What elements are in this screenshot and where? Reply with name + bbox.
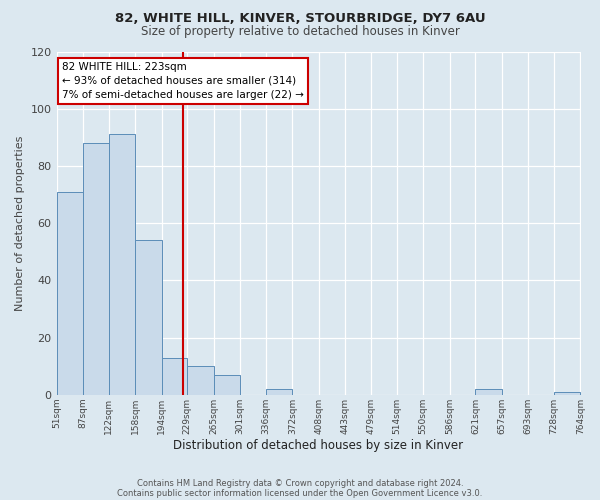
Bar — [214, 375, 240, 395]
Bar — [109, 134, 135, 395]
Text: 82 WHITE HILL: 223sqm
← 93% of detached houses are smaller (314)
7% of semi-deta: 82 WHITE HILL: 223sqm ← 93% of detached … — [62, 62, 304, 100]
Text: 82, WHITE HILL, KINVER, STOURBRIDGE, DY7 6AU: 82, WHITE HILL, KINVER, STOURBRIDGE, DY7… — [115, 12, 485, 26]
Bar — [475, 389, 502, 395]
Bar — [187, 366, 214, 395]
X-axis label: Distribution of detached houses by size in Kinver: Distribution of detached houses by size … — [173, 440, 464, 452]
Bar — [56, 192, 83, 395]
Text: Contains HM Land Registry data © Crown copyright and database right 2024.: Contains HM Land Registry data © Crown c… — [137, 478, 463, 488]
Bar — [266, 389, 292, 395]
Text: Contains public sector information licensed under the Open Government Licence v3: Contains public sector information licen… — [118, 488, 482, 498]
Bar — [83, 143, 109, 395]
Bar — [135, 240, 161, 395]
Y-axis label: Number of detached properties: Number of detached properties — [15, 136, 25, 311]
Bar — [161, 358, 187, 395]
Bar — [554, 392, 580, 395]
Text: Size of property relative to detached houses in Kinver: Size of property relative to detached ho… — [140, 25, 460, 38]
